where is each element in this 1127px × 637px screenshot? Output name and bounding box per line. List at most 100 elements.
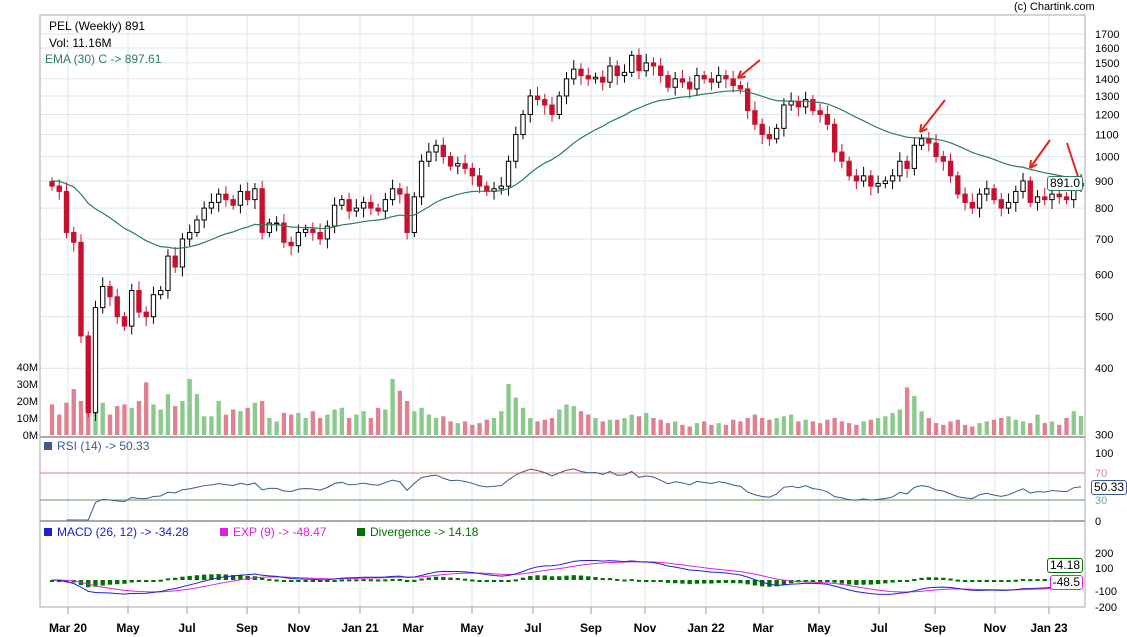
volume-bar bbox=[368, 418, 374, 435]
volume-bar bbox=[209, 416, 214, 435]
divergence-bar bbox=[470, 579, 475, 582]
divergence-bar bbox=[484, 580, 489, 582]
divergence-bar bbox=[926, 577, 931, 580]
candle-body bbox=[817, 110, 823, 115]
candle-body bbox=[962, 193, 968, 203]
divergence-bar bbox=[223, 574, 229, 580]
x-tick-label: Sep bbox=[924, 621, 946, 635]
divergence-bar bbox=[1042, 579, 1047, 582]
arrow-head bbox=[1029, 159, 1038, 169]
volume-bar bbox=[499, 411, 504, 435]
divergence-bar bbox=[622, 579, 627, 582]
divergence-bar bbox=[535, 575, 540, 580]
x-tick-label: May bbox=[116, 621, 140, 635]
candle-body bbox=[273, 222, 280, 225]
volume-bar bbox=[658, 419, 663, 435]
candle-body bbox=[571, 68, 577, 80]
candle-body bbox=[868, 175, 874, 187]
divergence-bar bbox=[346, 579, 352, 582]
candle-body bbox=[1034, 196, 1041, 203]
divergence-bar bbox=[803, 580, 808, 582]
volume-bar bbox=[774, 418, 779, 435]
divergence-bar bbox=[658, 580, 663, 582]
candle-body bbox=[1027, 180, 1033, 203]
divergence-bar bbox=[477, 580, 482, 582]
candle-body bbox=[831, 123, 838, 153]
divergence-bar bbox=[912, 579, 917, 582]
divergence-bar bbox=[680, 580, 685, 584]
volume-bar bbox=[912, 395, 917, 435]
volume-bar bbox=[93, 409, 98, 435]
volume-bar bbox=[1042, 423, 1047, 435]
divergence-bar bbox=[962, 580, 968, 582]
divergence-bar bbox=[151, 580, 156, 582]
candle-body bbox=[998, 199, 1004, 209]
divergence-bar bbox=[404, 580, 410, 582]
divergence-bar bbox=[317, 580, 323, 582]
volume-bar bbox=[738, 421, 743, 435]
x-tick-label: Nov bbox=[634, 621, 657, 635]
divergence-bar bbox=[238, 575, 243, 580]
divergence-bar bbox=[991, 580, 997, 582]
divergence-bar bbox=[984, 580, 989, 582]
volume-bar bbox=[303, 418, 308, 435]
volume-bar bbox=[129, 407, 134, 435]
divergence-bar bbox=[897, 580, 903, 582]
volume-bar bbox=[752, 414, 758, 435]
price-tick-label: 400 bbox=[1095, 363, 1113, 375]
divergence-bar bbox=[752, 580, 758, 586]
volume-bar bbox=[723, 424, 729, 435]
volume-bar bbox=[868, 419, 874, 435]
candle-body bbox=[237, 190, 244, 206]
candle-body bbox=[679, 78, 686, 83]
candle-body bbox=[846, 160, 852, 177]
volume-bar bbox=[64, 402, 69, 435]
volume-bar bbox=[817, 423, 823, 435]
x-tick-label: Nov bbox=[984, 621, 1007, 635]
divergence-bar bbox=[1035, 579, 1040, 582]
divergence-bar bbox=[122, 580, 127, 584]
divergence-bar bbox=[49, 580, 55, 582]
divergence-bar bbox=[325, 580, 330, 582]
divergence-bar bbox=[629, 579, 634, 582]
price-tick-label: 1400 bbox=[1095, 74, 1119, 86]
candle-body bbox=[129, 290, 135, 327]
divergence-bar bbox=[513, 579, 518, 582]
candle-body bbox=[244, 190, 251, 201]
annotation-arrow bbox=[1029, 139, 1051, 169]
candle-body bbox=[991, 188, 997, 201]
volume-bar bbox=[1057, 424, 1062, 435]
macd-legend-text: MACD (26, 12) -> -34.28 bbox=[57, 525, 189, 539]
ema-label: EMA (30) C -> 897.61 bbox=[45, 52, 162, 66]
volume-bar bbox=[412, 411, 417, 435]
candle-body bbox=[687, 81, 693, 90]
volume-bar bbox=[506, 384, 511, 435]
divergence-bar bbox=[846, 580, 852, 585]
divergence-bar bbox=[651, 580, 656, 582]
divergence-bar bbox=[817, 580, 823, 582]
price-tick-label: 500 bbox=[1095, 312, 1113, 324]
divergence-bar bbox=[977, 580, 982, 582]
candle-body bbox=[462, 163, 468, 169]
volume-bar bbox=[984, 421, 989, 435]
candle-body bbox=[911, 144, 918, 169]
candle-body bbox=[701, 75, 707, 80]
volume-label: Vol: 11.16M bbox=[49, 36, 112, 50]
candle-body bbox=[947, 160, 954, 177]
volume-bar bbox=[259, 401, 265, 435]
volume-bar bbox=[904, 387, 910, 435]
divergence-bar bbox=[578, 575, 584, 580]
candle-body bbox=[418, 160, 425, 198]
volume-bar bbox=[71, 389, 76, 435]
candle-body bbox=[201, 207, 207, 221]
price-tick-label: 1300 bbox=[1095, 91, 1119, 103]
volume-bar bbox=[78, 401, 84, 435]
volume-bar bbox=[216, 401, 221, 435]
candle-body bbox=[940, 156, 946, 162]
volume-bar bbox=[767, 419, 772, 435]
rsi-legend-swatch bbox=[44, 442, 52, 450]
volume-bar bbox=[354, 414, 359, 435]
divergence-bar bbox=[107, 580, 113, 585]
divergence-bar bbox=[723, 580, 729, 583]
candle-body bbox=[802, 99, 809, 108]
